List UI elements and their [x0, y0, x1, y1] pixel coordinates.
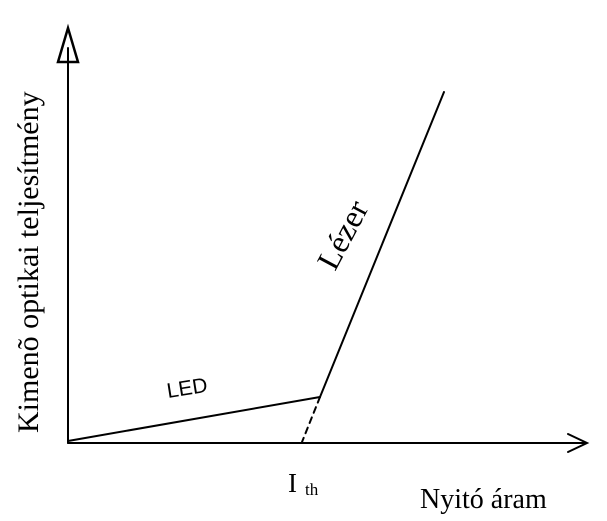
laser-label: Lézer [309, 194, 375, 275]
y-axis-label: Kimenõ optikai teljesítmény [12, 91, 45, 433]
x-axis-arrowhead [567, 433, 590, 453]
threshold-label-main: I [288, 468, 297, 498]
led-curve [67, 396, 321, 442]
threshold-current-label: I th [288, 468, 319, 499]
threshold-extrapolation-dashed-line [301, 396, 321, 443]
led-label: LED [165, 374, 209, 403]
x-axis-label: Nyitó áram [420, 484, 547, 515]
threshold-label-subscript: th [305, 480, 319, 499]
y-axis-arrowhead [56, 23, 80, 64]
laser-curve [319, 91, 445, 398]
